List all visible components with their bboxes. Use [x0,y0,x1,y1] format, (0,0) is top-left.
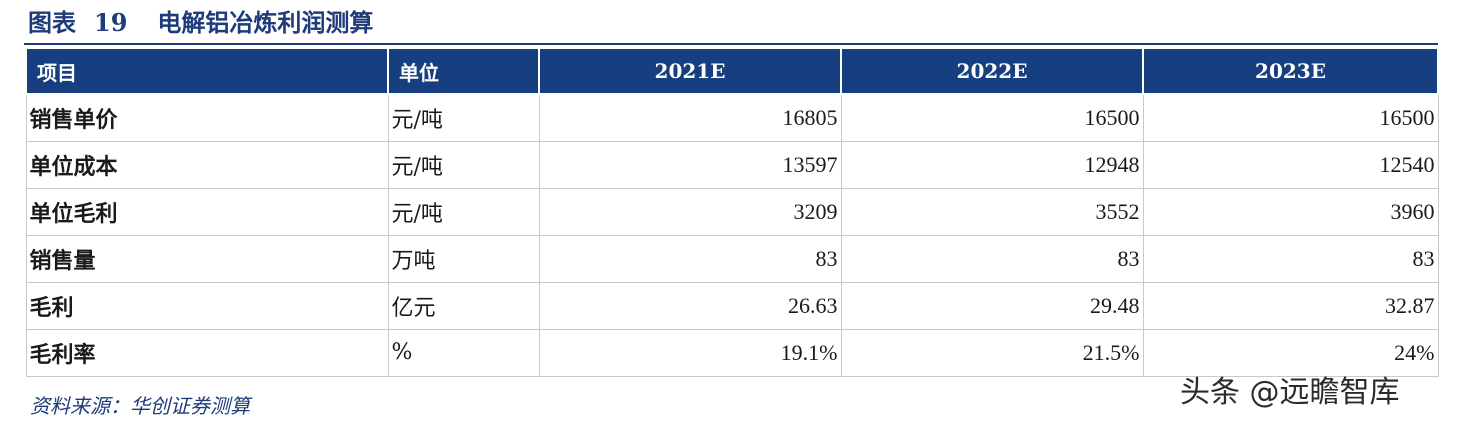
table-row: 单位成本 元/吨 13597 12948 12540 [25,140,1439,189]
table-header-row: 项目 单位 2021E 2022E 2023E [25,47,1439,95]
row-item-label: 毛利率 [25,328,389,377]
watermark-text: 头条 @远瞻智库 [1180,375,1400,410]
cell-2022e: 12948 [840,140,1144,189]
figure-title: 图表 19 电解铝冶炼利润测算 [28,6,373,40]
row-item-label: 毛利 [25,281,389,330]
figure-title-text: 电解铝冶炼利润测算 [157,8,374,37]
cell-2023e: 24% [1142,328,1439,377]
row-unit: 元/吨 [387,93,540,142]
table-row: 毛利率 % 19.1% 21.5% 24% [25,328,1439,377]
table-row: 销售单价 元/吨 16805 16500 16500 [25,93,1439,142]
cell-2023e: 83 [1142,234,1439,283]
profit-estimate-table: 项目 单位 2021E 2022E 2023E 销售单价 元/吨 16805 1… [25,47,1439,377]
figure-title-prefix: 图表 [28,8,76,37]
cell-2023e: 32.87 [1142,281,1439,330]
cell-2023e: 16500 [1142,93,1439,142]
row-item-label: 销售单价 [25,93,389,142]
title-divider [24,43,1438,45]
cell-2021e: 26.63 [538,281,842,330]
cell-2022e: 83 [840,234,1144,283]
row-unit: 元/吨 [387,140,540,189]
table-row: 毛利 亿元 26.63 29.48 32.87 [25,281,1439,330]
header-2023e: 2023E [1142,47,1439,95]
row-unit: 万吨 [387,234,540,283]
row-unit: 元/吨 [387,187,540,236]
header-item: 项目 [25,47,389,95]
row-unit: 亿元 [387,281,540,330]
cell-2023e: 3960 [1142,187,1439,236]
header-unit: 单位 [387,47,540,95]
header-2022e: 2022E [840,47,1144,95]
row-item-label: 单位成本 [25,140,389,189]
cell-2021e: 13597 [538,140,842,189]
header-2021e: 2021E [538,47,842,95]
cell-2022e: 21.5% [840,328,1144,377]
cell-2022e: 29.48 [840,281,1144,330]
cell-2023e: 12540 [1142,140,1439,189]
row-item-label: 销售量 [25,234,389,283]
table-row: 销售量 万吨 83 83 83 [25,234,1439,283]
cell-2021e: 16805 [538,93,842,142]
table-row: 单位毛利 元/吨 3209 3552 3960 [25,187,1439,236]
cell-2021e: 83 [538,234,842,283]
cell-2021e: 19.1% [538,328,842,377]
figure-title-number: 19 [94,8,128,37]
row-unit: % [387,328,540,377]
cell-2021e: 3209 [538,187,842,236]
row-item-label: 单位毛利 [25,187,389,236]
source-note: 资料来源：华创证券测算 [30,394,250,418]
cell-2022e: 16500 [840,93,1144,142]
cell-2022e: 3552 [840,187,1144,236]
